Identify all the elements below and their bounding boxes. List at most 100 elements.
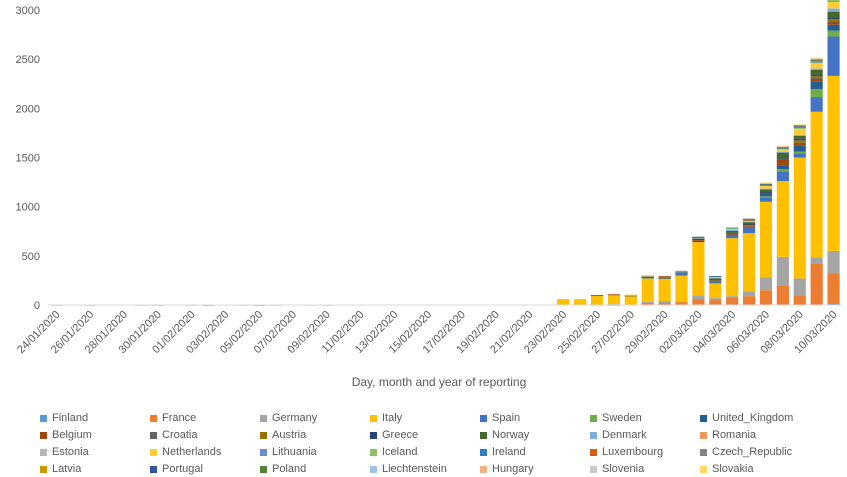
legend-swatch: [260, 448, 267, 456]
bar-segment: [793, 126, 806, 128]
bar-segment: [793, 140, 806, 143]
bar-segment: [675, 302, 688, 305]
bar-segment: [827, 30, 840, 37]
bar-segment: [709, 277, 722, 279]
bar-segment: [827, 21, 840, 25]
legend-item: Denmark: [590, 427, 698, 443]
legend-item: France: [150, 410, 258, 426]
legend-swatch: [150, 465, 157, 473]
bar-segment: [810, 59, 823, 61]
bar-segment: [810, 78, 823, 82]
legend-swatch: [590, 465, 597, 473]
legend-item: Portugal: [150, 461, 258, 477]
legend: Finland France Germany Italy Spain Sweden Unit…: [40, 410, 840, 477]
y-tick-label: 0: [34, 300, 40, 312]
legend-label: Romania: [712, 429, 757, 441]
legend-item: Latvia: [40, 461, 148, 477]
legend-item: Estonia: [40, 444, 148, 460]
legend-label: Slovakia: [712, 463, 754, 475]
bar-segment: [726, 233, 739, 235]
legend-label: Denmark: [602, 429, 647, 441]
bar-segment: [658, 277, 671, 279]
bar-segment: [726, 232, 739, 234]
legend-swatch: [260, 465, 267, 473]
bar-segment: [810, 76, 823, 79]
bar-segment: [759, 188, 773, 190]
bar-segment: [641, 275, 654, 277]
bar-segment: [793, 124, 806, 126]
legend-swatch: [150, 431, 157, 439]
legend-label: Spain: [492, 412, 521, 424]
legend-label: Lithuania: [272, 446, 317, 458]
bar-segment: [692, 236, 705, 238]
bar-segment: [743, 218, 756, 220]
bar-segment: [793, 134, 806, 136]
bar-segment: [776, 151, 789, 153]
bar-segment: [709, 298, 722, 301]
bar-segment: [743, 291, 756, 297]
bar-segment: [776, 165, 789, 170]
legend-swatch: [370, 448, 377, 456]
bar-segment: [709, 278, 722, 280]
bar-segment: [810, 97, 823, 112]
legend-label: Germany: [272, 412, 318, 424]
y-tick-label: 500: [22, 251, 40, 263]
legend-swatch: [150, 414, 157, 422]
bar-segment: [759, 192, 773, 194]
bar-segment: [726, 230, 739, 233]
bar-segment: [793, 278, 806, 296]
bar-segment: [726, 226, 739, 228]
bar-segment: [759, 185, 773, 186]
bar-segment: [759, 197, 773, 202]
bar-segment: [641, 276, 654, 278]
x-axis: 24/01/202026/01/202028/01/202030/01/2020…: [15, 304, 842, 356]
bar-segment: [624, 296, 637, 305]
bar-segment: [810, 61, 823, 63]
legend-swatch: [370, 465, 377, 473]
bar-segment: [793, 128, 806, 135]
bar-segment: [692, 242, 705, 296]
legend-item: Italy: [370, 410, 478, 426]
legend-swatch: [590, 431, 597, 439]
bar-segment: [793, 145, 806, 152]
legend-swatch: [590, 448, 597, 456]
bar-segment: [810, 69, 823, 75]
legend-label: Austria: [272, 429, 307, 441]
bar-segment: [827, 273, 840, 305]
bar-segment: [810, 89, 823, 98]
legend-label: Latvia: [52, 463, 82, 475]
legend-swatch: [480, 431, 487, 439]
bar-segment: [827, 8, 840, 10]
bar-segment: [759, 193, 773, 197]
bar-segment: [810, 62, 823, 64]
bar-segment: [743, 218, 756, 219]
bar-segment: [726, 228, 739, 230]
legend-item: Luxembourg: [590, 444, 698, 460]
bar-segment: [759, 192, 773, 193]
bar-segment: [675, 275, 688, 303]
legend-item: Lithuania: [260, 444, 368, 460]
legend-item: Spain: [480, 410, 588, 426]
legend-item: Romania: [700, 427, 808, 443]
bar-segment: [726, 228, 739, 229]
bar-segment: [692, 240, 705, 243]
bar-segment: [776, 256, 789, 286]
bar-segment: [692, 237, 705, 239]
bar-segment: [743, 221, 756, 223]
legend-swatch: [700, 448, 707, 456]
legend-item: United_Kingdom: [700, 410, 808, 426]
bar-segment: [793, 138, 806, 141]
bar-segment: [776, 148, 789, 149]
bar-segment: [709, 276, 722, 277]
legend-label: Sweden: [602, 412, 642, 424]
bar-segment: [675, 273, 688, 276]
legend-swatch: [370, 414, 377, 422]
bar-segment: [810, 263, 823, 305]
bar-segment: [827, 1, 840, 9]
legend-swatch: [700, 465, 707, 473]
legend-label: Czech_Republic: [712, 446, 793, 458]
legend-label: Croatia: [162, 429, 198, 441]
bar-segment: [759, 290, 773, 305]
legend-label: France: [162, 412, 197, 424]
legend-label: United_Kingdom: [712, 412, 794, 424]
